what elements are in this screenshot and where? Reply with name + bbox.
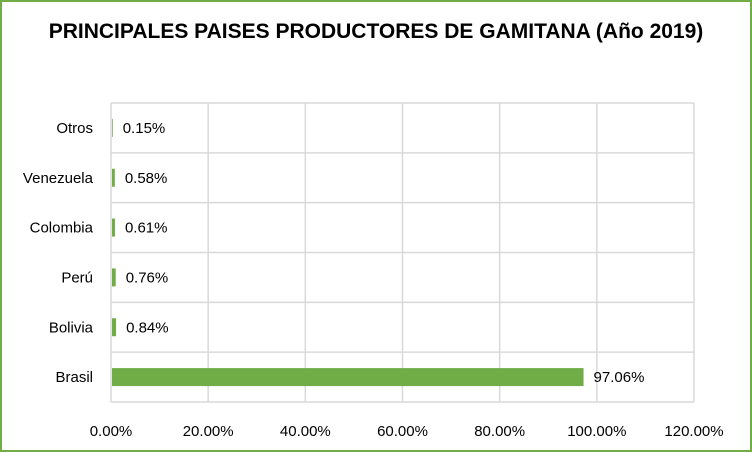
x-tick-label: 100.00% — [567, 423, 626, 440]
x-tick-label: 40.00% — [280, 423, 331, 440]
data-label: 97.06% — [594, 369, 645, 386]
category-label: Perú — [61, 269, 93, 286]
category-label: Otros — [56, 120, 93, 137]
x-tick-label: 60.00% — [377, 423, 428, 440]
bar-4 — [112, 268, 116, 287]
bar-6 — [112, 368, 584, 387]
category-label: Bolivia — [49, 319, 94, 336]
category-label: Colombia — [30, 220, 94, 237]
bar-3 — [112, 218, 115, 237]
x-tick-label: 120.00% — [664, 423, 723, 440]
data-label: 0.61% — [125, 220, 168, 237]
x-tick-label: 0.00% — [90, 423, 133, 440]
bar-1 — [112, 118, 113, 137]
x-tick-label: 20.00% — [183, 423, 234, 440]
category-label: Brasil — [55, 369, 93, 386]
bar-5 — [112, 318, 117, 337]
chart-title: PRINCIPALES PAISES PRODUCTORES DE GAMITA… — [48, 20, 704, 43]
data-label: 0.76% — [126, 269, 169, 286]
data-label: 0.84% — [126, 319, 169, 336]
data-label: 0.15% — [123, 120, 166, 137]
data-label: 0.58% — [125, 170, 168, 187]
bar-2 — [112, 168, 115, 187]
x-tick-label: 80.00% — [474, 423, 525, 440]
category-label: Venezuela — [23, 170, 94, 187]
